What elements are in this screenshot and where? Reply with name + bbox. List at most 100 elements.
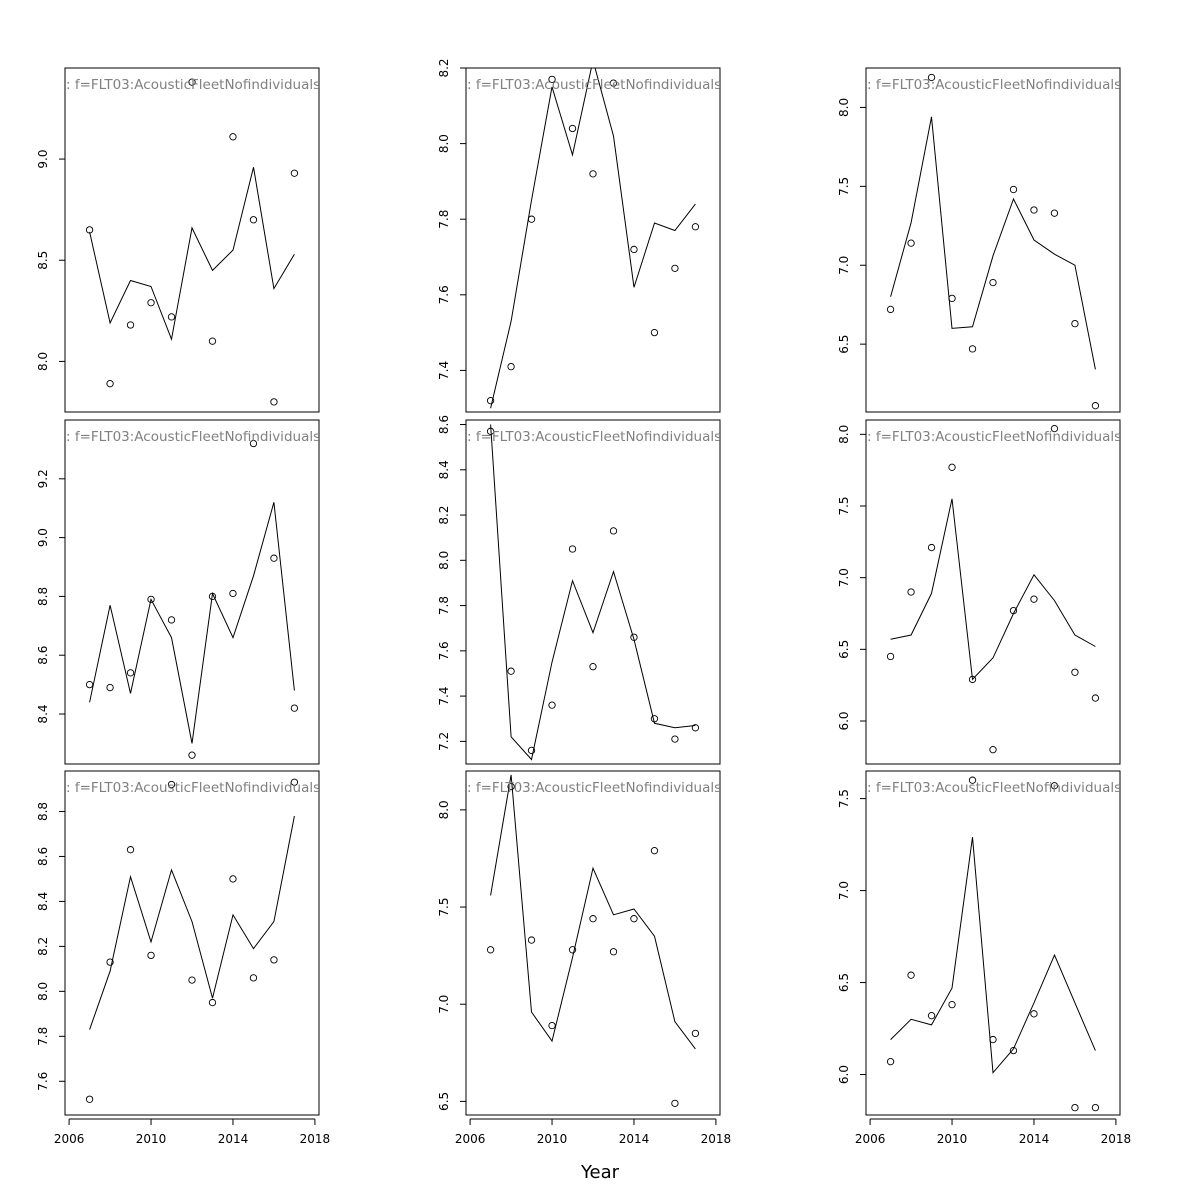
observed-point [249, 974, 258, 982]
y-tick-label: 7.8 [36, 1027, 50, 1046]
panel-content: : f=FLT03:AcousticFleetNofindividuals, [66, 429, 319, 759]
observed-point [188, 751, 196, 759]
y-tick-label: 9.2 [36, 469, 50, 488]
y-tick-label: 7.8 [437, 210, 451, 229]
panel-9: 6.0 6.5 7.0 7.5 2006 2010 2014 2018: f=FLT03:Ac… [837, 770, 1132, 1146]
y-tick-label: 7.0 [437, 995, 451, 1014]
observed-point [989, 278, 997, 287]
y-tick-label: 8.0 [837, 425, 851, 444]
observed-point [290, 704, 299, 712]
x-axis-label: Year [580, 1162, 620, 1183]
observed-point [1009, 606, 1018, 615]
y-tick-label: 8.4 [36, 704, 50, 723]
observed-point [486, 397, 495, 405]
observed-point [507, 362, 515, 371]
observed-point [229, 133, 237, 141]
fitted-line [890, 498, 1096, 681]
observed-point [147, 299, 155, 307]
observed-point [290, 778, 299, 786]
observed-point [886, 652, 895, 661]
panel-3: 6.5 7.0 7.5 8.0: f=FLT03:AcousticFleetNofin… [837, 67, 1125, 413]
observed-point [671, 264, 679, 273]
plot-frame [64, 67, 320, 413]
observed-point [188, 78, 196, 86]
observed-point [527, 746, 536, 755]
observed-point [167, 616, 176, 624]
x-tick-label: 2018 [1101, 1132, 1132, 1146]
observed-point [229, 589, 237, 598]
y-tick-label: 8.0 [837, 98, 851, 117]
panel-content: : f=FLT03:AcousticFleetNofindividuals, [467, 68, 725, 409]
observed-point [208, 592, 217, 601]
observed-point [147, 595, 155, 604]
y-tick-label: 7.0 [837, 881, 851, 900]
observed-point [927, 1012, 936, 1020]
observed-point [907, 971, 915, 979]
y-tick-label: 8.2 [437, 58, 451, 77]
y-tick-label: 7.6 [437, 641, 451, 660]
y-tick-label: 7.8 [437, 596, 451, 615]
observed-point [527, 215, 536, 223]
observed-point [507, 782, 515, 791]
panel-content: : f=FLT03:AcousticFleetNofindividuals, [66, 778, 319, 1103]
observed-point [147, 951, 155, 960]
panel-title: : f=FLT03:AcousticFleetNofindividuals, [867, 77, 1125, 93]
observed-point [650, 847, 659, 855]
y-tick-label: 7.5 [837, 496, 851, 515]
observed-point [589, 170, 597, 178]
panel-content: : f=FLT03:AcousticFleetNofindividuals, [467, 424, 720, 761]
observed-point [989, 746, 997, 754]
observed-point [126, 669, 135, 677]
y-tick-label: 9.0 [36, 150, 50, 169]
observed-point [290, 169, 299, 177]
observed-point [1050, 424, 1059, 433]
observed-point [1091, 402, 1100, 410]
plot-frame [465, 67, 721, 413]
observed-point [1091, 694, 1100, 702]
observed-point [589, 663, 597, 671]
observed-point [126, 321, 135, 329]
observed-point [1030, 1010, 1038, 1018]
observed-point [989, 1035, 997, 1044]
observed-point [85, 680, 94, 689]
observed-point [609, 948, 618, 956]
y-tick-label: 8.6 [36, 847, 50, 866]
observed-point [106, 380, 114, 388]
y-tick-label: 7.6 [437, 285, 451, 304]
plot-frame [865, 770, 1121, 1116]
observed-point [1050, 782, 1059, 790]
y-tick-label: 8.8 [36, 587, 50, 606]
observed-point [927, 73, 936, 82]
observed-point [507, 667, 515, 675]
observed-point [1009, 185, 1018, 194]
observed-point [1091, 1103, 1100, 1112]
observed-point [106, 958, 114, 966]
panel-title: : f=FLT03:AcousticFleetNofindividuals, [467, 77, 725, 93]
observed-point [527, 936, 536, 944]
observed-point [948, 463, 956, 471]
observed-point [568, 124, 577, 133]
observed-point [188, 976, 196, 984]
y-tick-label: 6.0 [837, 711, 851, 730]
x-tick-label: 2006 [54, 1132, 85, 1146]
panel-content: : f=FLT03:AcousticFleetNofindividuals, [867, 424, 1125, 754]
y-tick-label: 9.0 [36, 528, 50, 547]
observed-point [85, 1095, 94, 1103]
panel-content: : f=FLT03:AcousticFleetNofindividuals, [867, 776, 1120, 1112]
panel-title: : f=FLT03:AcousticFleetNofindividuals, [867, 429, 1125, 445]
observed-point [126, 846, 135, 854]
plot-frame [865, 67, 1121, 413]
fitted-line [490, 68, 696, 409]
observed-point [486, 946, 495, 954]
panel-4: 8.4 8.6 8.8 9.0 9.2: f=FLT03:AcousticFleetNo… [36, 419, 320, 765]
observed-point [548, 701, 556, 709]
y-tick-label: 6.5 [837, 973, 851, 992]
panel-content: : f=FLT03:AcousticFleetNofindividuals, [66, 77, 319, 406]
x-tick-label: 2010 [537, 1132, 568, 1146]
observed-point [630, 633, 638, 641]
observed-point [1030, 595, 1038, 603]
x-tick-label: 2014 [1019, 1132, 1050, 1146]
observed-point [630, 915, 638, 923]
observed-point [486, 427, 495, 435]
observed-point [548, 75, 556, 83]
